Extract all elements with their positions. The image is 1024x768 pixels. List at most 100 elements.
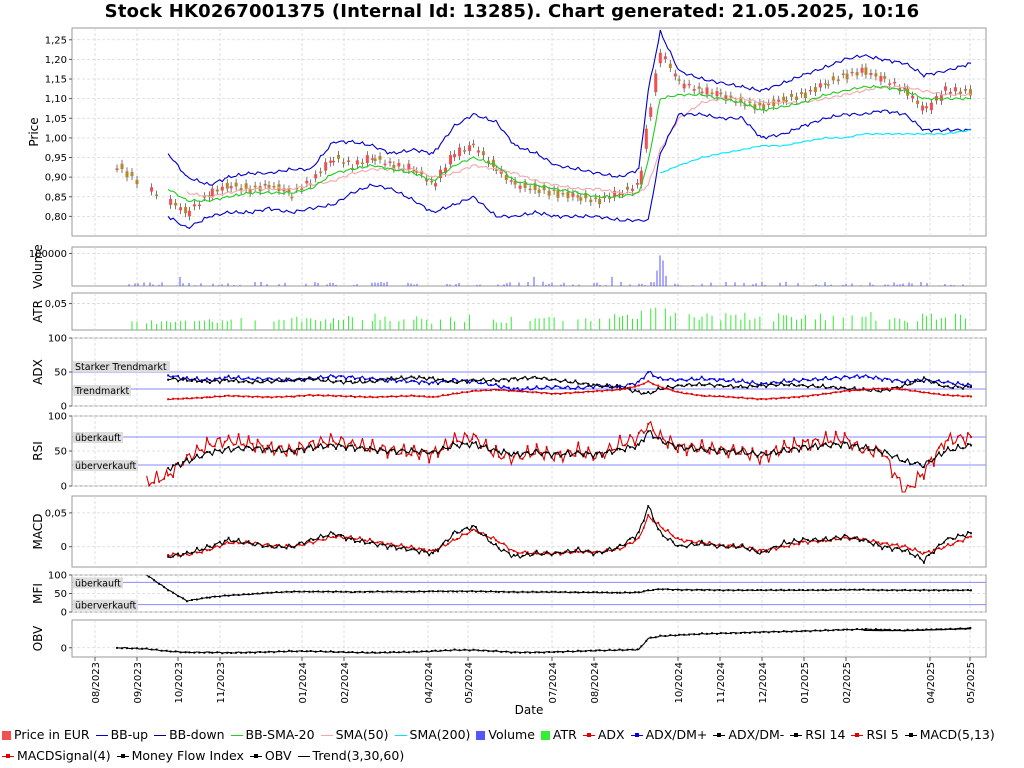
legend-item: MACD(5,13): [904, 724, 995, 745]
x-tick-label: 04/2024: [424, 662, 435, 704]
candle: [813, 87, 817, 93]
x-tick-label: 02/2025: [842, 662, 853, 704]
candle: [174, 202, 178, 206]
x-tick-label: 04/2025: [926, 662, 937, 704]
candle: [239, 188, 243, 191]
sma200-line: [660, 129, 971, 174]
legend-item: BB-down: [154, 724, 225, 745]
legend-marker: [717, 733, 722, 737]
candle: [795, 96, 799, 101]
candle: [523, 182, 527, 188]
atr-y-tick-label: 0,05: [45, 299, 67, 310]
legend-swatch: [249, 754, 262, 758]
candle: [705, 87, 709, 95]
candle: [220, 186, 224, 191]
legend-item: Price in EUR: [2, 724, 90, 745]
legend-label: BB-up: [110, 727, 149, 742]
legend-marker: [855, 733, 860, 737]
candle: [743, 104, 747, 107]
candle: [916, 100, 920, 104]
legend-label: Price in EUR: [14, 727, 90, 742]
candle: [295, 187, 299, 190]
candle: [803, 92, 807, 99]
price-y-tick-label: 0,90: [45, 173, 67, 184]
candle: [463, 150, 467, 152]
mfi-y-tick-label: 50: [54, 589, 67, 600]
legend-label: OBV: [264, 748, 292, 763]
candle: [444, 167, 448, 173]
candle: [630, 188, 634, 191]
candle: [673, 73, 677, 77]
legend-item: SMA(50): [320, 724, 389, 745]
price-panel-frame: [71, 27, 987, 237]
candle: [537, 189, 541, 194]
mfi-reference-label-bg: [73, 577, 123, 589]
candle: [202, 196, 206, 198]
legend-swatch: [116, 754, 129, 758]
legend-item: ADX/DM-: [713, 724, 784, 745]
legend-swatch: [713, 733, 726, 737]
candle: [874, 73, 878, 77]
candle: [449, 155, 453, 165]
candle: [420, 170, 424, 175]
legend-swatch: [2, 731, 11, 740]
candle: [528, 188, 532, 191]
candle: [767, 103, 771, 105]
candle: [229, 186, 233, 189]
candle: [785, 100, 789, 102]
candle: [818, 83, 822, 88]
candle: [598, 198, 602, 205]
candle: [542, 186, 546, 191]
legend-label: RSI 14: [805, 727, 846, 742]
adx-y-tick-label: 50: [54, 368, 67, 379]
candle: [571, 193, 575, 197]
price-y-tick-label: 1,20: [45, 55, 67, 66]
legend-label: ADX/DM+: [645, 727, 708, 742]
price-y-tick-label: 1,10: [45, 94, 67, 105]
candle: [130, 172, 134, 177]
candle: [155, 194, 159, 197]
candle: [658, 52, 662, 64]
legend-marker: [908, 733, 913, 737]
candle: [883, 76, 887, 79]
legend-label: RSI 5: [866, 727, 899, 742]
candle: [407, 163, 411, 171]
candle: [290, 196, 294, 199]
candle: [481, 151, 485, 156]
legend-item: BB-up: [95, 724, 149, 745]
x-tick-label: 10/2024: [674, 662, 685, 704]
rsi-reference-label-bg: [73, 432, 123, 443]
candle: [415, 171, 419, 173]
candle: [350, 167, 354, 170]
adx-line-markers: [167, 380, 972, 401]
candle: [215, 189, 219, 192]
legend-label: Trend(3,30,60): [312, 748, 405, 763]
macd-line-markers: [167, 505, 972, 564]
mfi-reference-label-bg: [73, 599, 138, 611]
candle: [566, 191, 570, 199]
candle: [762, 104, 766, 110]
legend-label: Money Flow Index: [131, 748, 244, 763]
candle: [504, 175, 508, 180]
legend-label: ADX: [597, 727, 625, 742]
candle: [921, 105, 925, 111]
candle: [677, 79, 681, 81]
candle: [397, 163, 401, 167]
x-tick-label: 01/2024: [298, 662, 309, 704]
candle: [748, 101, 752, 103]
obv-y-axis-label: OBV: [31, 625, 45, 651]
candle: [719, 92, 723, 95]
legend-swatch: [95, 735, 108, 736]
candle: [724, 95, 728, 101]
adx-y-axis-label: ADX: [31, 359, 45, 385]
candle: [135, 179, 139, 185]
candle: [924, 106, 928, 109]
x-tick-label: 02/2024: [340, 662, 351, 704]
candle: [305, 180, 309, 184]
candle: [753, 104, 757, 110]
candle: [197, 204, 201, 207]
legend-swatch: [790, 733, 803, 737]
candle: [758, 102, 762, 106]
legend-marker: [586, 733, 591, 737]
adx-y-tick-label: 0: [61, 402, 67, 413]
